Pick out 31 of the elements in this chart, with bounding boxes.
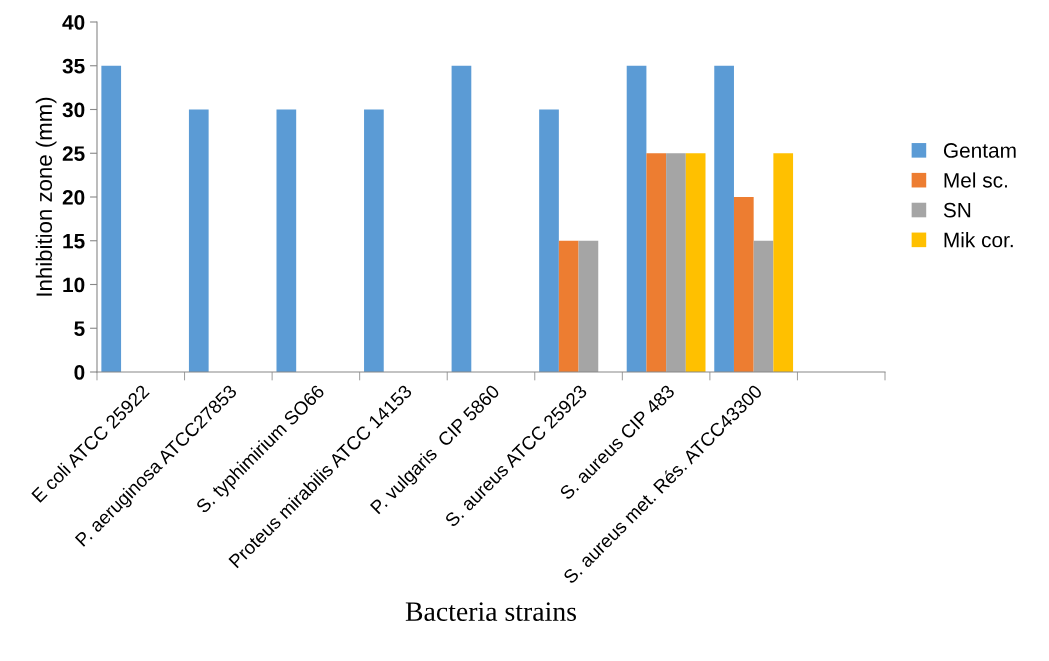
legend-label: SN	[943, 202, 971, 218]
bar	[714, 65, 734, 372]
bar	[188, 109, 209, 372]
bar	[773, 153, 794, 372]
legend-label: Mel sc.	[944, 172, 1007, 188]
bar	[626, 65, 647, 372]
y-tick-label: 40	[62, 15, 85, 30]
y-tick-label: 35	[62, 58, 85, 74]
bar	[276, 109, 297, 372]
bar	[733, 197, 754, 372]
bar	[578, 240, 599, 372]
bar	[101, 65, 122, 372]
bar	[364, 109, 384, 372]
bar	[685, 153, 706, 372]
bar	[646, 153, 667, 372]
bar	[451, 65, 472, 372]
x-axis-title: Bacteria strains	[405, 602, 576, 621]
legend-label: Mik cor.	[944, 232, 1013, 248]
y-tick-label: 30	[62, 102, 85, 118]
y-tick-label: 15	[63, 233, 85, 249]
bar	[539, 109, 559, 372]
bar	[666, 153, 686, 372]
bar	[753, 240, 774, 372]
y-tick-label: 5	[74, 321, 85, 336]
bar	[558, 240, 579, 372]
y-tick-label: 20	[62, 190, 85, 205]
y-tick-label: 0	[74, 365, 85, 380]
y-axis-title: Inhibition zone (mm)	[35, 97, 57, 296]
y-tick-label: 25	[62, 146, 85, 161]
legend-label: Gentam	[943, 143, 1016, 158]
y-tick-label: 10	[63, 277, 85, 293]
